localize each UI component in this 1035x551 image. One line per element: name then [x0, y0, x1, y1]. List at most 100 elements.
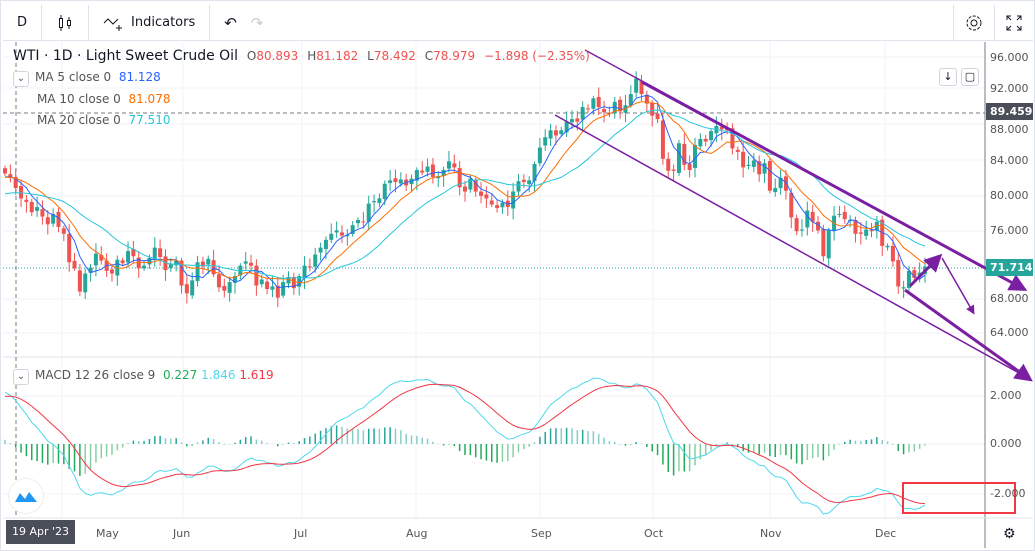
x-tick: Nov [760, 527, 782, 540]
candle-body [67, 233, 72, 263]
candle-body [88, 267, 93, 273]
collapse-macd-button[interactable]: ⌄ [13, 369, 29, 385]
fullscreen-icon [1006, 15, 1022, 31]
price-line-label: 89.459 [986, 103, 1033, 120]
candle-body [693, 144, 697, 168]
candle-body [687, 164, 692, 170]
candle-body [446, 161, 451, 169]
candle-body [163, 256, 168, 271]
candle-body [730, 128, 735, 149]
candle-body [249, 262, 254, 266]
candle-body [607, 112, 612, 114]
candle-body [682, 143, 687, 165]
indicators-label: Indicators [131, 15, 196, 30]
collapse-legend-button[interactable]: ⌄ [13, 71, 29, 87]
indicators-button[interactable]: Indicators [89, 4, 211, 41]
candle-body [468, 178, 473, 190]
scroll-to-latest-button[interactable]: ↓ [939, 68, 957, 86]
ma10-legend: MA 10 close 0 81.078 [37, 92, 170, 106]
indicators-icon [103, 17, 123, 31]
candle-body [826, 230, 831, 259]
candle-body [200, 261, 205, 267]
chart-type-button[interactable] [42, 4, 90, 41]
y-tick: 76.000 [990, 224, 1029, 237]
maximize-pane-button[interactable]: ▢ [961, 68, 979, 86]
candle-body [719, 126, 724, 130]
candle-body [559, 130, 564, 135]
candle-body [297, 276, 302, 287]
arrow-down [941, 257, 975, 315]
candle-body [13, 177, 18, 189]
candle-body [270, 286, 275, 290]
candle-body [372, 201, 377, 203]
x-tick: Jul [294, 527, 308, 540]
candle-body [612, 101, 617, 114]
undo-icon: ↶ [224, 13, 237, 32]
candle-body [350, 225, 355, 234]
macd-hist-value: 0.227 [162, 368, 198, 382]
candle-body [398, 179, 403, 184]
candle-body [698, 138, 703, 147]
candle-body [388, 180, 393, 184]
close-label: C [424, 49, 434, 63]
candle-body [222, 285, 227, 291]
x-tick: Dec [875, 527, 897, 540]
fullscreen-button[interactable] [994, 5, 1033, 41]
symbol-title: WTI · 1D · Light Sweet Crude Oil [13, 48, 238, 64]
candle-body [564, 121, 569, 133]
candle-body [553, 130, 558, 136]
redo-icon: ↷ [250, 13, 264, 32]
crosshair-date-label: 19 Apr '23 [6, 520, 76, 544]
candle-body [211, 260, 216, 275]
undo-button[interactable]: ↶ [210, 5, 251, 41]
macd-label: MACD 12 26 close 9 [35, 368, 156, 382]
candles-icon [59, 14, 72, 31]
ma20-value: 77.510 [128, 113, 171, 127]
candle-body [286, 276, 291, 284]
candle-body [735, 149, 740, 152]
candle-body [377, 198, 382, 204]
candle-body [885, 245, 890, 248]
ma10-label: MA 10 close 0 [37, 92, 121, 106]
candle-body [441, 169, 446, 177]
moving-average-line [5, 101, 926, 284]
candle-body [901, 287, 906, 289]
low-label: L [367, 49, 374, 63]
candle-body [126, 251, 131, 263]
y-tick: 92.000 [990, 82, 1029, 95]
candle-body [778, 177, 783, 189]
settings-button[interactable] [953, 5, 994, 41]
candle-body [783, 176, 788, 191]
candle-body [489, 200, 494, 205]
candle-body [29, 201, 34, 213]
ma20-legend: MA 20 close 0 77.510 [37, 113, 170, 127]
axis-settings-icon[interactable]: ⚙ [1003, 526, 1016, 542]
candle-body [842, 211, 847, 220]
candle-body [147, 257, 152, 265]
macd-y-tick: 2.000 [990, 389, 1022, 402]
candle-body [190, 280, 195, 296]
candle-body [821, 228, 826, 257]
macd-signal-value: 1.619 [239, 368, 274, 382]
interval-button[interactable]: D [3, 4, 43, 41]
y-tick: 84.000 [990, 154, 1029, 167]
moving-average-line [4, 109, 926, 280]
tradingview-logo[interactable] [8, 478, 44, 514]
candle-body [789, 192, 794, 218]
candle-body [259, 279, 264, 285]
candle-body [430, 164, 435, 177]
logo-icon [15, 492, 37, 502]
ma5-legend: ⌄ MA 5 close 0 81.128 [13, 70, 161, 87]
candle-body [837, 213, 842, 216]
redo-button[interactable]: ↷ [251, 5, 278, 41]
candle-body [35, 207, 40, 211]
candle-body [794, 218, 799, 232]
candle-body [158, 248, 163, 258]
candle-body [366, 203, 371, 222]
candle-body [521, 179, 526, 183]
candle-body [313, 254, 318, 267]
candle-body [414, 169, 419, 181]
candle-body [671, 169, 676, 171]
arrow-up [908, 253, 943, 288]
